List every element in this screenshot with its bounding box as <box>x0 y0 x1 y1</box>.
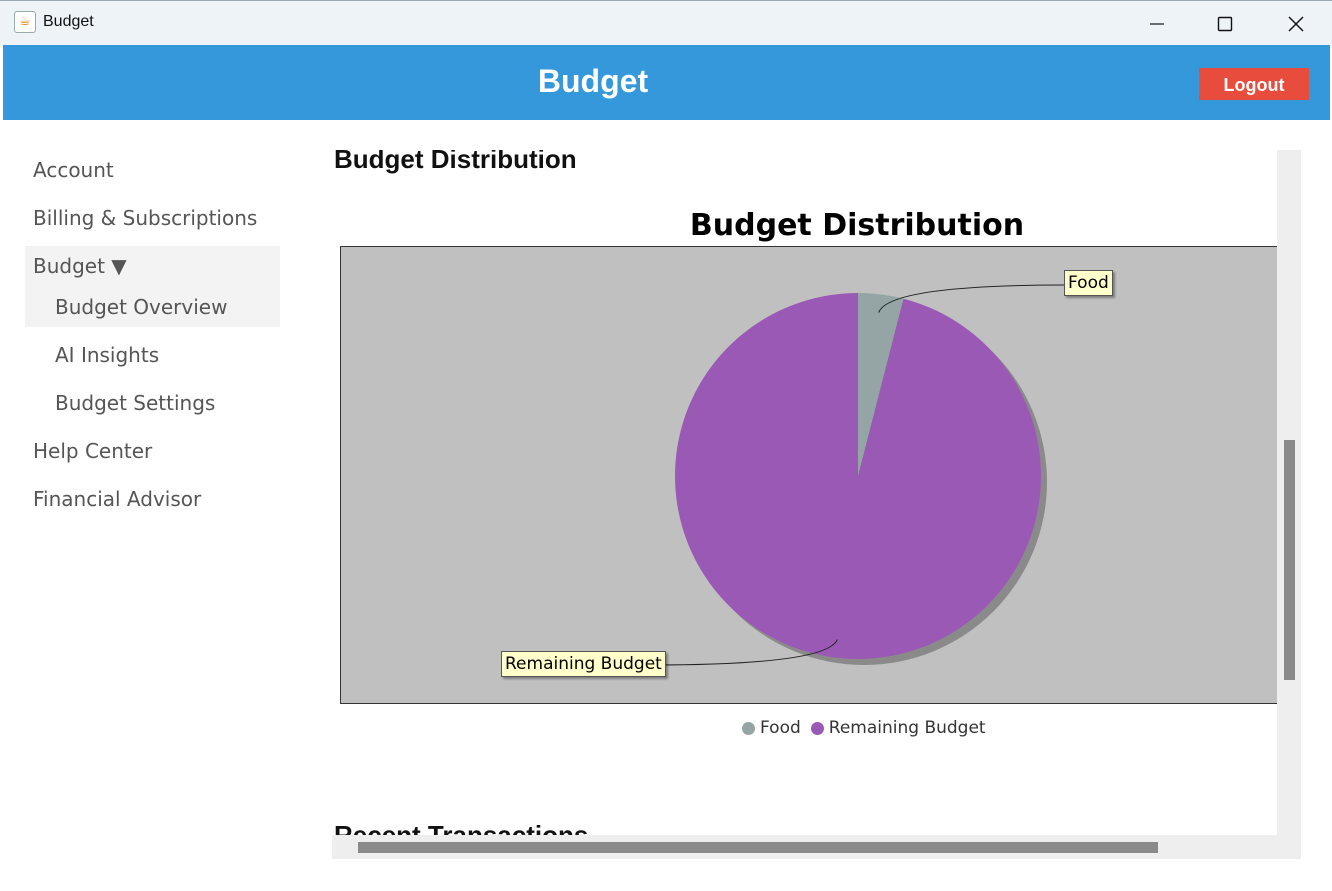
window-title: Budget <box>43 13 94 30</box>
maximize-button[interactable] <box>1191 1 1259 46</box>
pie-slice-food <box>858 293 904 476</box>
main-content: Budget Distribution Budget Distribution … <box>332 150 1277 835</box>
app-header: Budget <box>3 45 1330 120</box>
chart-title: Budget Distribution <box>689 208 1025 243</box>
java-coffee-icon: ☕ <box>14 11 36 33</box>
pie-slice-remaining-budget <box>675 293 1041 659</box>
legend-swatch-remaining <box>810 721 824 735</box>
legend-entry-food: Food <box>742 718 801 738</box>
sidebar-item-budget-overview[interactable]: Budget Overview <box>55 295 228 319</box>
legend-swatch-food <box>742 721 755 735</box>
close-icon <box>1288 16 1304 31</box>
vertical-scrollbar-thumb[interactable] <box>1284 440 1295 680</box>
close-button[interactable] <box>1262 1 1330 46</box>
section-title-budget-distribution: Budget Distribution <box>334 150 577 174</box>
window-titlebar: ☕ Budget <box>0 0 1332 45</box>
maximize-icon <box>1217 16 1233 31</box>
sidebar-item-account[interactable]: Account <box>33 158 114 182</box>
sidebar-item-budget-settings[interactable]: Budget Settings <box>55 391 216 415</box>
minimize-icon <box>1150 22 1164 25</box>
logout-button[interactable]: Logout <box>1199 68 1309 100</box>
slice-label-remaining-budget: Remaining Budget <box>501 651 666 677</box>
sidebar-item-financial-advisor[interactable]: Financial Advisor <box>33 487 202 511</box>
chart-plot-area <box>340 246 1277 704</box>
leader-line-food <box>878 284 1066 313</box>
minimize-button[interactable] <box>1123 1 1191 46</box>
sidebar-item-billing[interactable]: Billing & Subscriptions <box>33 206 258 230</box>
legend-label-food: Food <box>760 718 801 738</box>
chart-legend: Food Remaining Budget <box>742 718 996 738</box>
pie-chart <box>650 284 1066 666</box>
sidebar-item-ai-insights[interactable]: AI Insights <box>55 343 160 367</box>
legend-entry-remaining: Remaining Budget <box>810 718 986 738</box>
legend-label-remaining: Remaining Budget <box>828 718 986 738</box>
slice-label-food: Food <box>1064 270 1113 296</box>
header-title: Budget <box>537 63 649 99</box>
sidebar-item-budget[interactable]: Budget ▼ <box>33 254 127 278</box>
section-title-recent-transactions: Recent Transactions <box>334 820 589 835</box>
leader-line-remaining-budget <box>650 639 838 666</box>
sidebar-group-budget <box>25 246 280 327</box>
sidebar-item-help-center[interactable]: Help Center <box>33 439 153 463</box>
horizontal-scrollbar-thumb[interactable] <box>358 842 1158 853</box>
